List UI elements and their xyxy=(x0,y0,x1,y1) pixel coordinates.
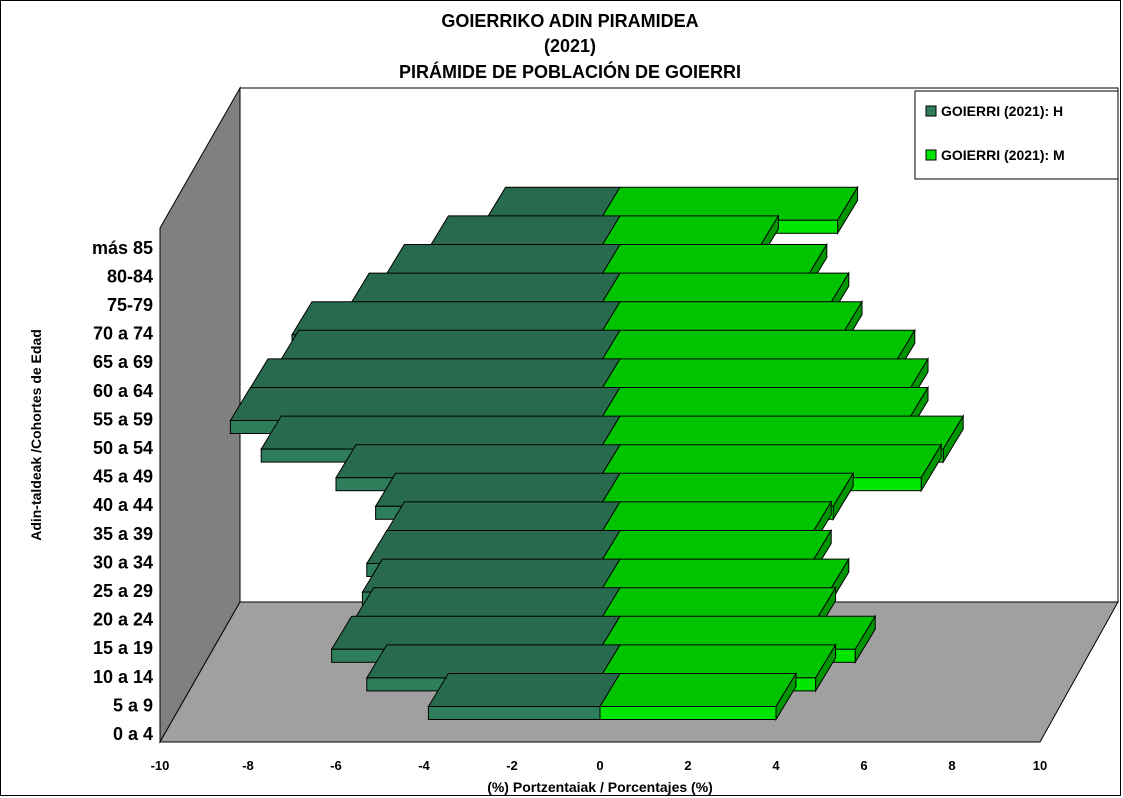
bar-m xyxy=(599,706,777,720)
bar-m-top xyxy=(599,215,780,250)
bar-m-top xyxy=(599,644,837,679)
bar-m-top xyxy=(599,673,797,707)
x-tick-label: -10 xyxy=(151,758,170,773)
x-tick-label: -2 xyxy=(506,758,518,773)
bar-h-top xyxy=(427,673,621,707)
bar-h-top xyxy=(335,444,621,479)
bar-h-top xyxy=(260,415,621,450)
bar-h-top xyxy=(330,615,621,650)
x-tick-label: 6 xyxy=(860,758,867,773)
bar-m-top xyxy=(599,358,929,393)
bar-m-top xyxy=(599,244,828,278)
x-tick-label: 4 xyxy=(772,758,780,773)
bar-m-top xyxy=(599,472,855,507)
bar-m-top xyxy=(599,329,916,364)
bar-h-top xyxy=(229,387,621,421)
category-label: 30 a 34 xyxy=(93,552,153,572)
bar-h-top xyxy=(247,358,621,393)
x-tick-label: -8 xyxy=(242,758,254,773)
x-tick-label: 10 xyxy=(1033,758,1047,773)
x-axis-ticks: -10 -8 -6 -4 -2 0 2 4 6 8 10 xyxy=(151,758,1048,773)
bar-h-top xyxy=(277,329,621,364)
category-label: más 85 xyxy=(92,238,153,258)
legend-swatch-m xyxy=(925,149,937,161)
chart-title-line-3: PIRÁMIDE DE POBLACIÓN DE GOIERRI xyxy=(399,61,741,82)
x-axis-label: (%) Portzentaiak / Porcentajes (%) xyxy=(487,779,713,795)
bar-m-top xyxy=(599,587,837,622)
category-label: 60 a 64 xyxy=(93,381,153,401)
bar-m-top xyxy=(599,387,929,421)
category-label: 55 a 59 xyxy=(93,409,153,429)
x-tick-label: -6 xyxy=(330,758,342,773)
category-label: 10 a 14 xyxy=(93,667,153,687)
category-label: 20 a 24 xyxy=(93,610,153,630)
bar-m-top xyxy=(599,615,877,650)
bar-h-top xyxy=(361,558,621,593)
category-label: 40 a 44 xyxy=(93,495,153,515)
category-label: 50 a 54 xyxy=(93,438,153,458)
x-tick-label: 0 xyxy=(596,758,603,773)
bar-h-top xyxy=(365,530,621,564)
bar-h-top xyxy=(374,472,621,507)
bar-m-top xyxy=(599,558,850,593)
category-label: 0 a 4 xyxy=(113,724,153,744)
bar-m-top xyxy=(599,444,943,479)
bar-m-top xyxy=(599,272,850,307)
bar-h-top xyxy=(352,587,621,622)
category-label: 35 a 39 xyxy=(93,524,153,544)
category-labels: 0 a 4 5 a 9 10 a 14 15 a 19 20 a 24 25 a 29 30… xyxy=(92,238,153,744)
bar-m-top xyxy=(599,501,833,536)
chart-title-line-2: (2021) xyxy=(544,36,596,56)
x-tick-label: 8 xyxy=(948,758,955,773)
x-tick-label: 2 xyxy=(684,758,691,773)
bar-m-top xyxy=(599,186,859,221)
bar-h-top xyxy=(383,244,621,278)
chart-title-line-1: GOIERRIKO ADIN PIRAMIDEA xyxy=(441,11,698,31)
category-label: 80-84 xyxy=(107,266,153,286)
bar-h-top xyxy=(427,215,621,250)
bar-h-top xyxy=(348,272,621,307)
category-label: 75-79 xyxy=(107,295,153,315)
bar-h xyxy=(427,706,601,720)
legend-swatch-h xyxy=(925,105,937,117)
legend-label-m: GOIERRI (2021): M xyxy=(941,147,1065,163)
bar-h-top xyxy=(383,501,621,536)
category-label: 5 a 9 xyxy=(113,695,153,715)
bar-h-top xyxy=(365,644,621,679)
category-label: 45 a 49 xyxy=(93,467,153,487)
bar-m-top xyxy=(599,415,965,450)
legend: GOIERRI (2021): H GOIERRI (2021): M xyxy=(914,90,1119,180)
legend-box xyxy=(914,90,1119,180)
category-label: 65 a 69 xyxy=(93,352,153,372)
bar-m-top xyxy=(599,301,863,336)
y-axis-label: Adin-taldeak /Cohortes de Edad xyxy=(28,329,44,541)
bar-h-top xyxy=(291,301,621,336)
bars-group xyxy=(229,185,965,722)
x-tick-label: -4 xyxy=(418,758,430,773)
legend-label-h: GOIERRI (2021): H xyxy=(941,103,1063,119)
category-label: 70 a 74 xyxy=(93,324,153,344)
bar-m-top xyxy=(599,530,833,564)
category-label: 15 a 19 xyxy=(93,638,153,658)
category-label: 25 a 29 xyxy=(93,581,153,601)
bar-h-top xyxy=(484,186,621,221)
